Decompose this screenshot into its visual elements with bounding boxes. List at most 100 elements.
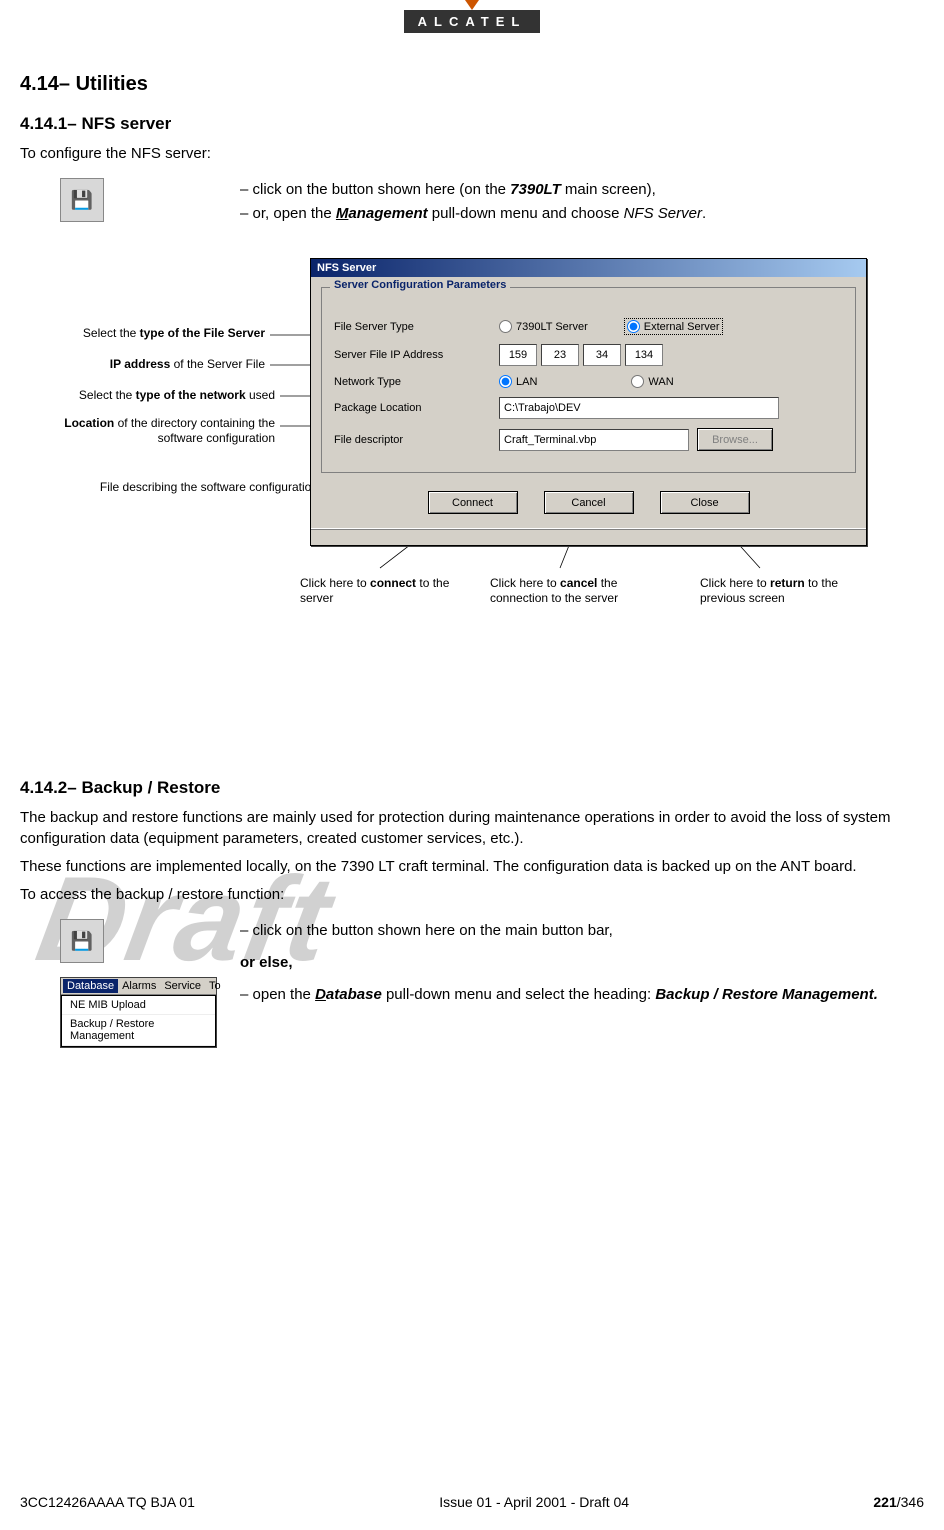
- row-ip-address: Server File IP Address: [334, 344, 843, 366]
- label-file-descriptor: File descriptor: [334, 434, 499, 446]
- callout-return: Click here to return to the previous scr…: [700, 576, 870, 606]
- cb2-bold: cancel: [560, 576, 597, 590]
- callout-location: Location of the directory containing the…: [20, 416, 275, 446]
- radio-wan-label: WAN: [648, 376, 673, 388]
- radio-wan-input[interactable]: [631, 375, 644, 388]
- close-button[interactable]: Close: [660, 491, 750, 514]
- logo-bar: ALCATEL: [20, 10, 924, 33]
- label-package-location: Package Location: [334, 402, 499, 414]
- b1-bold: 7390LT: [510, 181, 561, 198]
- instruction-block-2: 💾 Database Alarms Service To NE MIB Uplo…: [60, 919, 924, 1048]
- b2-end: .: [702, 205, 706, 222]
- logo: ALCATEL: [404, 10, 541, 33]
- cb3-pre: Click here to: [700, 576, 770, 590]
- input-package-location[interactable]: [499, 397, 779, 419]
- section-heading: 4.14– Utilities: [20, 73, 924, 96]
- ip-octet-2[interactable]: [541, 344, 579, 366]
- icon-column-2: 💾 Database Alarms Service To NE MIB Uplo…: [60, 919, 220, 1048]
- sub1-intro: To configure the NFS server:: [20, 144, 924, 164]
- c3-post: used: [246, 388, 275, 402]
- callout-file-server-type: Select the type of the File Server: [20, 326, 265, 341]
- callout-file-descriptor: File describing the software configurati…: [20, 480, 318, 495]
- radio-lan-input[interactable]: [499, 375, 512, 388]
- or-else: or else,: [240, 951, 924, 975]
- b2-post: pull-down menu and choose: [428, 205, 624, 222]
- label-file-server-type: File Server Type: [334, 321, 499, 333]
- cb2-pre: Click here to: [490, 576, 560, 590]
- footer-right: 221/346: [873, 1494, 924, 1510]
- nfs-dialog: NFS Server Server Configuration Paramete…: [310, 258, 867, 546]
- radio-external-input[interactable]: [627, 320, 640, 333]
- radio-external[interactable]: External Server: [624, 318, 723, 335]
- menu-bar: Database Alarms Service To: [61, 978, 216, 995]
- subsection-2-heading: 4.14.2– Backup / Restore: [20, 778, 924, 798]
- dialog-button-row: Connect Cancel Close: [311, 479, 866, 528]
- c3-pre: Select the: [79, 388, 136, 402]
- page-number: 221: [873, 1494, 896, 1510]
- c5-text: File describing the software configurati…: [100, 480, 318, 494]
- menu-item-backup: Backup / Restore Management: [62, 1015, 215, 1046]
- row-file-descriptor: File descriptor Browse...: [334, 428, 843, 451]
- backup-button-icon: 💾: [60, 919, 104, 963]
- c2-bold: IP address: [110, 357, 170, 371]
- row-package-location: Package Location: [334, 397, 843, 419]
- footer-left: 3CC12426AAAA TQ BJA 01: [20, 1494, 195, 1510]
- b22-pre: – open the: [240, 986, 315, 1003]
- icon-column: 💾: [60, 178, 220, 228]
- callout-connect: Click here to connect to the server: [300, 576, 450, 606]
- label-network-type: Network Type: [334, 376, 499, 388]
- radio-7390lt-input[interactable]: [499, 320, 512, 333]
- instruction-text: – click on the button shown here (on the…: [240, 178, 924, 228]
- footer-center: Issue 01 - April 2001 - Draft 04: [439, 1494, 629, 1510]
- cb3-bold: return: [770, 576, 805, 590]
- cb1-pre: Click here to: [300, 576, 370, 590]
- menu-database: Database: [63, 979, 118, 993]
- label-ip-address: Server File IP Address: [334, 349, 499, 361]
- menu-to: To: [205, 979, 225, 993]
- connect-button[interactable]: Connect: [428, 491, 518, 514]
- figure-area: Select the type of the File Server IP ad…: [20, 258, 924, 758]
- radio-lan-label: LAN: [516, 376, 537, 388]
- sub2-p3: To access the backup / restore function:: [20, 885, 924, 905]
- c2-post: of the Server File: [170, 357, 265, 371]
- ip-octet-3[interactable]: [583, 344, 621, 366]
- ip-octet-4[interactable]: [625, 344, 663, 366]
- browse-button: Browse...: [697, 428, 773, 451]
- callout-cancel: Click here to cancel the connection to t…: [490, 576, 660, 606]
- radio-lan[interactable]: LAN: [499, 375, 537, 388]
- input-file-descriptor[interactable]: [499, 429, 689, 451]
- bullet-2-1: – click on the button shown here on the …: [240, 919, 924, 943]
- radio-7390lt[interactable]: 7390LT Server: [499, 320, 588, 333]
- logo-triangle-icon: [465, 0, 479, 10]
- row-network-type: Network Type LAN WAN: [334, 375, 843, 388]
- instruction-text-2: – click on the button shown here on the …: [240, 919, 924, 1048]
- menu-items: NE MIB Upload Backup / Restore Managemen…: [61, 995, 216, 1047]
- radio-external-label: External Server: [644, 321, 720, 333]
- b2-ital: NFS Server: [624, 205, 702, 222]
- bullet-2-2: – open the Database pull-down menu and s…: [240, 983, 924, 1007]
- logo-text: ALCATEL: [418, 14, 527, 29]
- c1-pre: Select the: [83, 326, 140, 340]
- page-total: /346: [897, 1494, 924, 1510]
- server-config-groupbox: Server Configuration Parameters File Ser…: [321, 287, 856, 473]
- b2-pre: – or, open the: [240, 205, 336, 222]
- c3-bold: type of the network: [136, 388, 246, 402]
- instruction-block-1: 💾 – click on the button shown here (on t…: [60, 178, 924, 228]
- bullet-2: – or, open the Management pull-down menu…: [240, 202, 924, 226]
- b22-post: pull-down menu and select the heading:: [382, 986, 656, 1003]
- callout-network-type: Select the type of the network used: [20, 388, 275, 403]
- radio-7390lt-label: 7390LT Server: [516, 321, 588, 333]
- ip-octet-1[interactable]: [499, 344, 537, 366]
- b22-bold2: Backup / Restore Management.: [655, 986, 878, 1003]
- subsection-1-heading: 4.14.1– NFS server: [20, 114, 924, 134]
- dialog-status-bar: [311, 528, 866, 545]
- sub2-p1: The backup and restore functions are mai…: [20, 808, 924, 849]
- ip-input-group: [499, 344, 663, 366]
- row-file-server-type: File Server Type 7390LT Server External …: [334, 318, 843, 335]
- menu-service: Service: [160, 979, 205, 993]
- cancel-button[interactable]: Cancel: [544, 491, 634, 514]
- menu-item-mib: NE MIB Upload: [62, 996, 215, 1015]
- nfs-button-icon: 💾: [60, 178, 104, 222]
- radio-wan[interactable]: WAN: [631, 375, 673, 388]
- callout-ip-address: IP address of the Server File: [20, 357, 265, 372]
